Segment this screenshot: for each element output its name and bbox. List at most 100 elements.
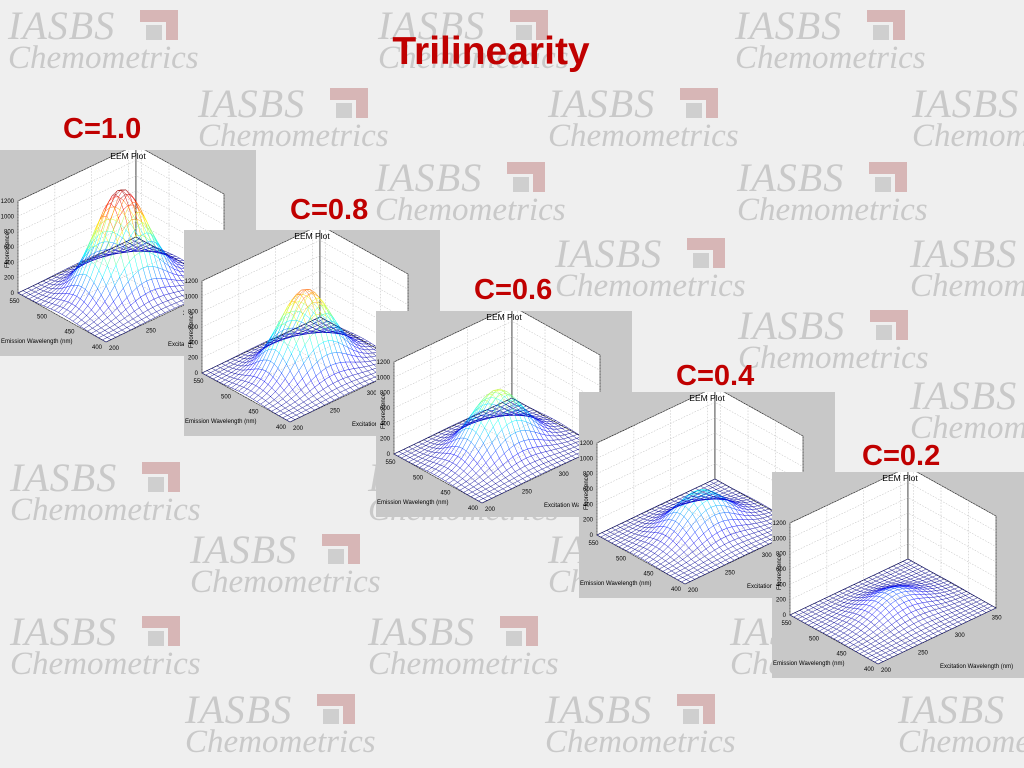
z-tick-label: 800 <box>583 472 594 478</box>
plot-title: EEM Plot <box>689 393 725 403</box>
grid <box>789 472 997 665</box>
z-tick-label: 1000 <box>773 536 787 542</box>
excitation-tick-label: 350 <box>992 616 1003 622</box>
emission-tick-label: 550 <box>781 621 792 627</box>
z-tick-label: 0 <box>590 533 594 539</box>
surface-mesh <box>393 389 601 504</box>
z-tick-label: 200 <box>188 356 199 362</box>
concentration-label-4: C=0.4 <box>676 360 755 392</box>
z-tick-label: 400 <box>4 260 15 266</box>
z-tick-label: 200 <box>583 518 594 524</box>
emission-axis-label: Emission Wavelength (nm) <box>185 419 256 425</box>
surface-mesh <box>596 478 804 585</box>
z-tick-label: 1000 <box>185 294 199 300</box>
concentration-label-2: C=0.8 <box>290 194 369 226</box>
emission-tick-label: 450 <box>64 330 75 336</box>
excitation-tick-label: 250 <box>146 329 157 335</box>
excitation-tick-label: 300 <box>367 391 378 397</box>
excitation-tick-label: 300 <box>762 553 773 559</box>
z-tick-label: 1000 <box>377 375 391 381</box>
excitation-tick-label: 250 <box>918 651 929 657</box>
z-tick-label: 200 <box>776 598 787 604</box>
surface-mesh <box>789 558 997 665</box>
z-tick-label: 800 <box>4 230 15 236</box>
z-tick-label: 0 <box>783 613 787 619</box>
z-axis-label: Fluorescence <box>189 311 195 348</box>
z-tick-label: 1200 <box>1 199 15 205</box>
emission-tick-label: 400 <box>276 425 287 431</box>
emission-tick-label: 550 <box>9 299 20 305</box>
emission-tick-label: 550 <box>385 460 396 466</box>
z-axis-label: Fluorescence <box>584 473 590 510</box>
emission-tick-label: 450 <box>440 491 451 497</box>
z-tick-label: 600 <box>380 406 391 412</box>
emission-tick-label: 400 <box>671 587 682 593</box>
concentration-label-3: C=0.6 <box>474 274 553 306</box>
z-tick-label: 1200 <box>185 279 199 285</box>
excitation-tick-label: 300 <box>955 633 966 639</box>
z-tick-label: 600 <box>776 567 787 573</box>
z-tick-label: 400 <box>583 502 594 508</box>
emission-tick-label: 500 <box>616 556 627 562</box>
z-axis-label: Fluorescence <box>777 553 783 590</box>
emission-tick-label: 550 <box>588 541 599 547</box>
plot-title: EEM Plot <box>882 473 918 483</box>
emission-tick-label: 500 <box>809 636 820 642</box>
emission-axis-label: Emission Wavelength (nm) <box>1 339 72 345</box>
emission-tick-label: 550 <box>193 379 204 385</box>
z-tick-label: 1200 <box>580 441 594 447</box>
emission-tick-label: 500 <box>37 314 48 320</box>
page-title: Trilinearity <box>392 30 590 73</box>
z-tick-label: 200 <box>380 437 391 443</box>
z-tick-label: 0 <box>195 371 199 377</box>
excitation-tick-label: 200 <box>485 507 496 513</box>
plot-title: EEM Plot <box>486 312 522 322</box>
excitation-tick-label: 250 <box>725 571 736 577</box>
excitation-tick-label: 200 <box>109 346 120 352</box>
z-axis-label: Fluorescence <box>5 231 11 268</box>
emission-axis-label: Emission Wavelength (nm) <box>377 500 448 506</box>
eem-plot-panel-5: EEM Plot 0 200 400 600 800 1000 1200 400 450 500 55… <box>772 472 1024 678</box>
emission-axis-label: Emission Wavelength (nm) <box>580 581 651 587</box>
emission-tick-label: 400 <box>468 506 479 512</box>
plot-title: EEM Plot <box>294 231 330 241</box>
emission-tick-label: 400 <box>864 667 875 673</box>
emission-tick-label: 500 <box>413 475 424 481</box>
z-tick-label: 1000 <box>1 214 15 220</box>
excitation-tick-label: 200 <box>881 668 892 674</box>
excitation-axis-label: Excitation Wavelength (nm) <box>940 664 1013 670</box>
emission-tick-label: 500 <box>221 394 232 400</box>
z-tick-label: 0 <box>387 452 391 458</box>
emission-tick-label: 400 <box>92 345 103 351</box>
z-tick-label: 600 <box>4 245 15 251</box>
emission-tick-label: 450 <box>643 572 654 578</box>
excitation-tick-label: 200 <box>688 588 699 594</box>
concentration-label-1: C=1.0 <box>63 113 142 145</box>
z-tick-label: 600 <box>188 325 199 331</box>
z-tick-label: 800 <box>188 310 199 316</box>
excitation-tick-label: 300 <box>559 472 570 478</box>
z-tick-label: 800 <box>380 391 391 397</box>
plot-title: EEM Plot <box>110 151 146 161</box>
z-tick-label: 600 <box>583 487 594 493</box>
z-tick-label: 1000 <box>580 456 594 462</box>
z-tick-label: 0 <box>11 291 15 297</box>
